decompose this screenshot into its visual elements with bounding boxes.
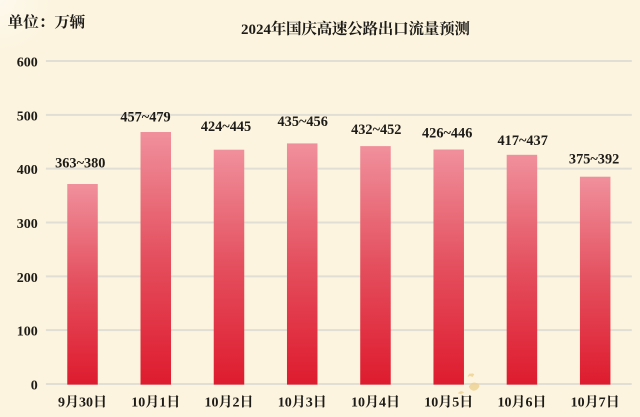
svg-text:0: 0 — [31, 378, 38, 393]
svg-text:417~437: 417~437 — [498, 133, 548, 149]
svg-text:10: 10 — [571, 395, 585, 410]
svg-text:5: 5 — [452, 395, 459, 410]
svg-text:10: 10 — [351, 395, 365, 410]
svg-text:1: 1 — [159, 395, 166, 410]
svg-text:4: 4 — [379, 395, 386, 410]
svg-text:500: 500 — [17, 109, 38, 124]
svg-text:426~446: 426~446 — [422, 126, 472, 142]
svg-text:375~392: 375~392 — [569, 152, 619, 168]
svg-text:3: 3 — [306, 395, 313, 410]
svg-text:363~380: 363~380 — [55, 156, 105, 172]
svg-text:2: 2 — [232, 395, 239, 410]
svg-text:10: 10 — [278, 395, 292, 410]
svg-text:30: 30 — [79, 395, 93, 410]
svg-text:10: 10 — [424, 395, 438, 410]
svg-text:2024: 2024 — [241, 22, 272, 38]
svg-text:400: 400 — [17, 163, 38, 178]
svg-text:424~445: 424~445 — [201, 119, 251, 135]
svg-text:6: 6 — [525, 395, 532, 410]
svg-text:200: 200 — [17, 271, 38, 286]
svg-text:300: 300 — [17, 217, 38, 232]
svg-text:435~456: 435~456 — [278, 114, 328, 130]
svg-text:600: 600 — [17, 55, 38, 70]
svg-text:100: 100 — [17, 325, 38, 340]
svg-text:457~479: 457~479 — [120, 110, 170, 126]
svg-text:10: 10 — [497, 395, 511, 410]
svg-text:9: 9 — [58, 395, 65, 410]
svg-text:10: 10 — [204, 395, 218, 410]
svg-text:7: 7 — [599, 395, 606, 410]
svg-text:432~452: 432~452 — [351, 122, 401, 138]
svg-text:10: 10 — [131, 395, 145, 410]
